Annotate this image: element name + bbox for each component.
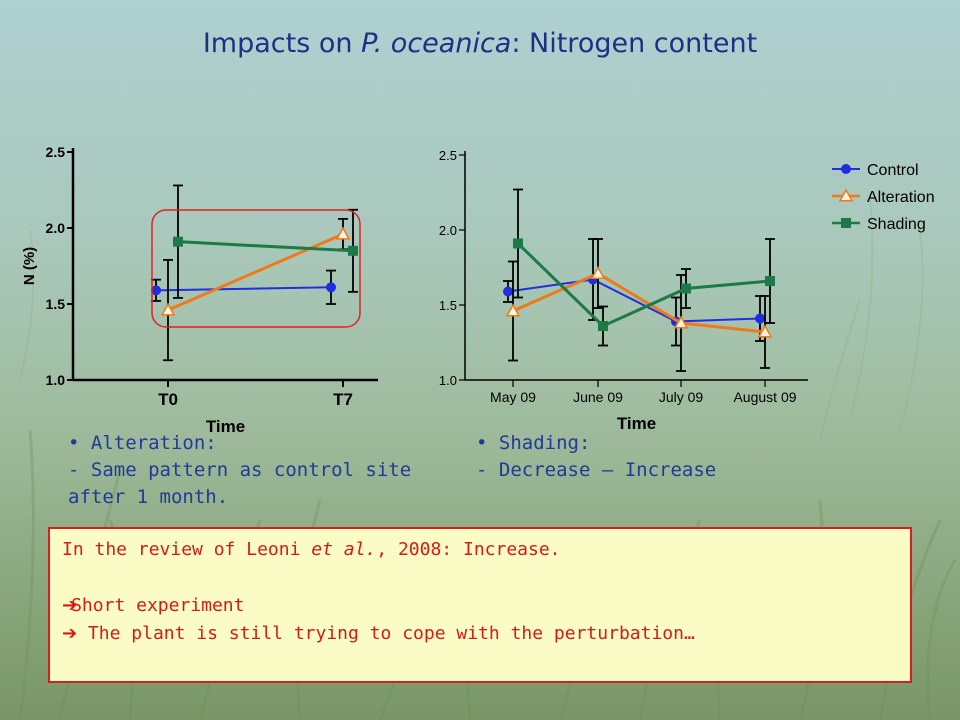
data-point-control bbox=[755, 313, 765, 324]
data-point-shading bbox=[173, 236, 183, 247]
y-tick-label: 2.5 bbox=[439, 148, 457, 163]
bullets-alteration: • Alteration: - Same pattern as control … bbox=[68, 430, 411, 511]
series-line-shading bbox=[516, 242, 771, 328]
bullet-line: after 1 month. bbox=[68, 486, 229, 508]
legend-label: Control bbox=[867, 162, 919, 179]
title-prefix: Impacts on bbox=[202, 28, 362, 59]
x-tick-label: T0 bbox=[158, 390, 178, 409]
note-line-3: ➔ The plant is still trying to cope with… bbox=[62, 623, 695, 644]
data-point-alteration bbox=[160, 302, 176, 316]
bullet-line: • Shading: bbox=[476, 432, 591, 454]
y-tick-label: 1.5 bbox=[439, 298, 457, 313]
data-point-shading bbox=[765, 276, 775, 286]
y-tick-label: 1.5 bbox=[46, 296, 66, 312]
title-suffix: : Nitrogen content bbox=[511, 28, 758, 59]
data-point-control bbox=[326, 282, 336, 293]
x-tick-label: August 09 bbox=[733, 389, 796, 405]
bullet-line: • Alteration: bbox=[68, 432, 217, 454]
plot-area: 1.0 1.5 2.0 2.5 May 09 June 09 July 09 August 0… bbox=[439, 148, 808, 433]
data-point-shading bbox=[598, 321, 608, 331]
data-point-control bbox=[503, 286, 513, 297]
x-tick-label: May 09 bbox=[490, 389, 536, 405]
bullet-line: - Decrease – Increase bbox=[476, 459, 717, 481]
slide-title: Impacts on P. oceanica: Nitrogen content bbox=[0, 28, 960, 59]
note-line2-text: Short experiment bbox=[71, 595, 245, 616]
note-line1-prefix: In the review of Leoni bbox=[62, 539, 312, 560]
highlight-box bbox=[151, 209, 361, 328]
data-point-alteration bbox=[505, 303, 521, 317]
series-line-control bbox=[507, 278, 761, 323]
y-tick-label: 2.0 bbox=[46, 220, 66, 236]
note-line3-text: The plant is still trying to cope with t… bbox=[77, 623, 695, 644]
data-point-alteration bbox=[838, 188, 854, 202]
data-point-alteration bbox=[590, 265, 606, 280]
series-line-control bbox=[155, 286, 332, 292]
legend-label: Alteration bbox=[867, 189, 935, 206]
y-tick-label: 1.0 bbox=[46, 372, 66, 388]
y-axis-label: N (%) bbox=[21, 247, 38, 285]
x-tick-label: T7 bbox=[333, 390, 353, 409]
data-point-alteration bbox=[757, 324, 773, 338]
data-point-control bbox=[151, 285, 161, 296]
note-line-2: ➔Short experiment bbox=[62, 595, 244, 616]
plot-area: 1.0 1.5 2.0 2.5 T0 T7 Time N (%) bbox=[21, 144, 378, 436]
series-shading bbox=[173, 184, 358, 299]
x-axis-label: Time bbox=[206, 417, 245, 436]
data-point-shading bbox=[841, 218, 851, 228]
arrow-right-icon: ➔ bbox=[62, 623, 78, 644]
series-shading bbox=[513, 188, 775, 347]
note-box: In the review of Leoni et al., 2008: Inc… bbox=[48, 527, 912, 683]
note-line-1: In the review of Leoni et al., 2008: Inc… bbox=[62, 539, 561, 560]
bullets-shading: • Shading: - Decrease – Increase bbox=[476, 430, 716, 484]
y-tick-label: 2.0 bbox=[439, 223, 457, 238]
data-point-shading bbox=[681, 283, 691, 294]
series-alteration bbox=[505, 238, 773, 372]
note-line1-suffix: , 2008: Increase. bbox=[376, 539, 561, 560]
data-point-shading bbox=[348, 245, 358, 256]
x-tick-label: July 09 bbox=[659, 389, 704, 405]
data-point-alteration bbox=[673, 315, 689, 329]
x-tick-label: June 09 bbox=[573, 389, 623, 405]
chart-legend: Control Alteration Shading bbox=[832, 162, 935, 233]
series-control bbox=[151, 269, 336, 305]
series-control bbox=[503, 238, 765, 347]
arrow-right-icon: ➔ bbox=[62, 595, 78, 616]
data-point-control bbox=[841, 164, 851, 174]
x-axis-label: Time bbox=[617, 414, 656, 433]
data-point-shading bbox=[513, 238, 523, 249]
series-line-shading bbox=[177, 240, 354, 253]
data-point-alteration bbox=[335, 226, 351, 240]
title-species: P. oceanica bbox=[361, 28, 512, 59]
bullet-line: - Same pattern as control site bbox=[68, 459, 412, 481]
legend-label: Shading bbox=[867, 216, 926, 233]
y-tick-label: 1.0 bbox=[439, 373, 457, 388]
y-tick-label: 2.5 bbox=[46, 144, 66, 160]
series-line-alteration bbox=[167, 232, 344, 312]
series-line-alteration bbox=[512, 271, 766, 334]
note-line1-italic: et al. bbox=[311, 539, 377, 560]
